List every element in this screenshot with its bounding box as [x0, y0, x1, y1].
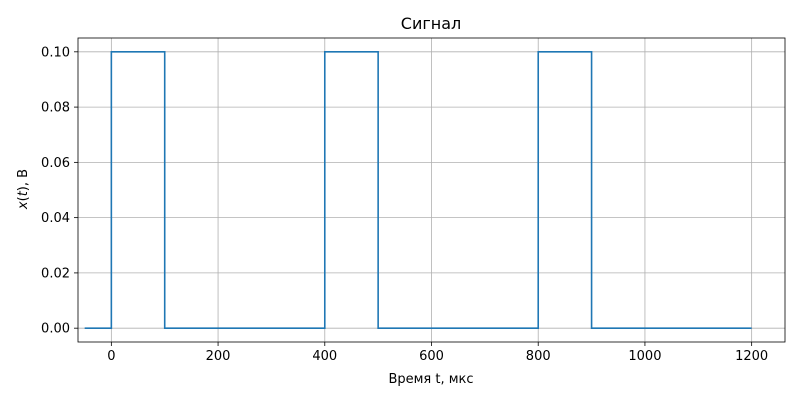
x-axis-label: Время t, мкс — [388, 372, 473, 387]
chart-title: Сигнал — [401, 14, 461, 33]
y-axis-label-var-t: t — [16, 190, 31, 196]
x-tick-label: 200 — [206, 349, 231, 364]
y-tick-label: 0.04 — [41, 211, 70, 226]
series-layer — [84, 51, 752, 329]
signal-line — [84, 51, 752, 329]
x-tick-label: 1200 — [735, 349, 768, 364]
y-tick-label: 0.06 — [41, 156, 70, 171]
x-tick-label: 600 — [419, 349, 444, 364]
y-axis-label-unit: ), В — [16, 169, 31, 191]
y-axis-label-var-x: x — [16, 201, 31, 210]
x-tick-label: 800 — [526, 349, 551, 364]
x-tick-label: 1000 — [628, 349, 661, 364]
y-axis-label-paren: ( — [16, 196, 31, 201]
x-tick-label: 0 — [107, 349, 115, 364]
y-tick-label: 0.10 — [41, 45, 70, 60]
x-tick-label: 400 — [312, 349, 337, 364]
y-tick-label: 0.00 — [41, 322, 70, 337]
y-axis-label: x(t), В — [16, 169, 31, 210]
tick-layer: 0 200 400 600 800 1000 1200 0.00 0.02 0.04 0.06 0.0… — [41, 45, 768, 364]
y-tick-label: 0.02 — [41, 266, 70, 281]
y-tick-label: 0.08 — [41, 101, 70, 116]
